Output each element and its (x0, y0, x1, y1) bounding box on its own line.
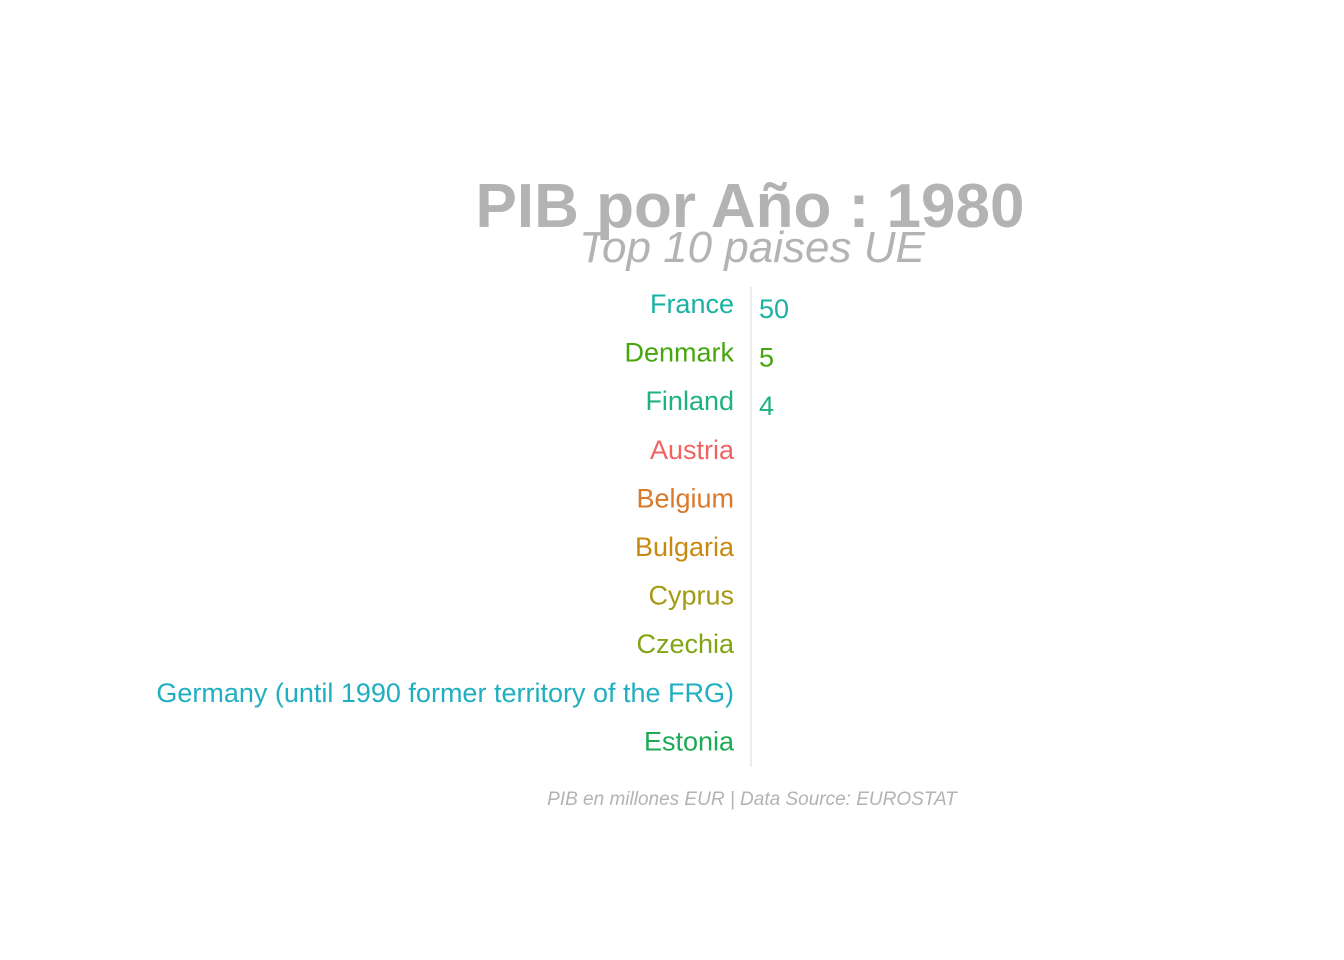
chart-caption: PIB en millones EUR | Data Source: EUROS… (547, 789, 958, 810)
category-label: Germany (until 1990 former territory of … (156, 678, 734, 708)
category-label: Denmark (624, 338, 734, 368)
chart-subtitle: Top 10 paises UE (579, 223, 925, 272)
category-label: Czechia (636, 629, 735, 659)
category-label: Bulgaria (635, 532, 735, 562)
category-label: France (650, 289, 734, 319)
category-label: Finland (645, 386, 734, 416)
category-label: Cyprus (648, 581, 734, 611)
chart-title: PIB por Año : 1980 (476, 172, 1025, 241)
chart-rows: France 50 Denmark 5 Finland 4 Austria Belgium Bu… (156, 289, 789, 756)
value-label: 50 (759, 294, 789, 324)
category-label: Austria (650, 435, 735, 465)
category-label: Belgium (636, 483, 734, 513)
category-label: Estonia (644, 726, 735, 756)
value-label: 4 (759, 391, 774, 421)
value-label: 5 (759, 343, 774, 373)
